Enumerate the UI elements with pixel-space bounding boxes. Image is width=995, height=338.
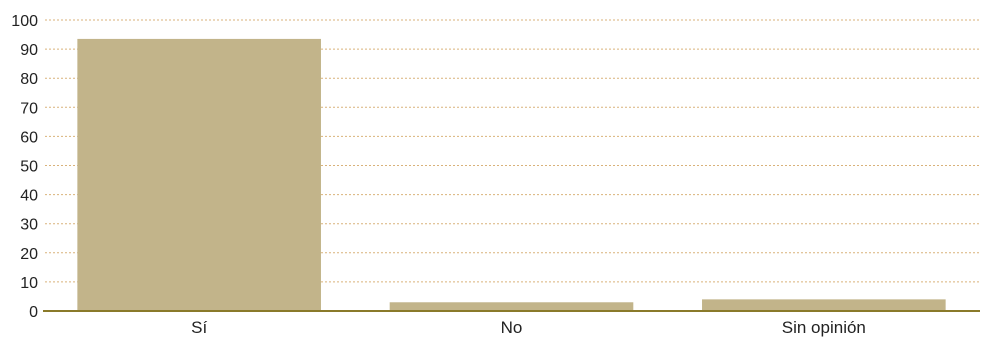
y-tick-label: 10: [20, 275, 38, 292]
y-tick-label: 60: [20, 129, 38, 146]
y-tick-label: 50: [20, 159, 38, 176]
y-tick-label: 0: [29, 304, 38, 321]
y-tick-label: 90: [20, 42, 38, 59]
x-category-label: Sí: [191, 318, 207, 337]
y-tick-label: 30: [20, 217, 38, 234]
y-tick-label: 70: [20, 100, 38, 117]
x-category-label: No: [501, 318, 523, 337]
bar: [389, 302, 634, 311]
bar: [77, 38, 321, 311]
x-axis-category-labels: Sí No Sin opinión: [191, 318, 866, 337]
y-tick-label: 100: [11, 13, 38, 30]
y-tick-label: 20: [20, 246, 38, 263]
x-category-label: Sin opinión: [782, 318, 866, 337]
y-tick-label: 40: [20, 188, 38, 205]
y-tick-label: 80: [20, 71, 38, 88]
y-axis-tick-labels: 0 10 20 30 40 50 60 70 80 90 100: [11, 13, 38, 321]
bars: [77, 38, 946, 311]
bar: [702, 299, 946, 311]
